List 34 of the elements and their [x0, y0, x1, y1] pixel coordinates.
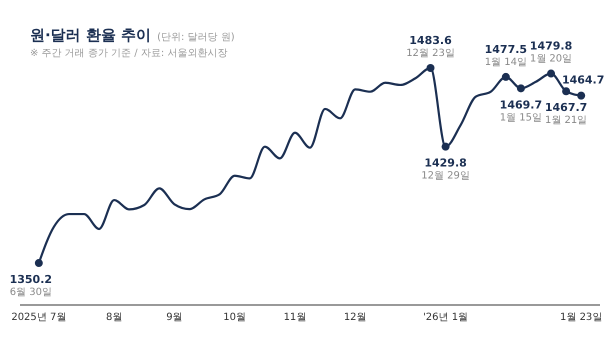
data-label: 1467.7 [544, 101, 588, 114]
chart-subtitle: (단위: 달러당 원) [157, 32, 235, 43]
point [577, 92, 586, 100]
point [442, 142, 450, 151]
data-label: 1469.7 [500, 98, 542, 112]
point [516, 84, 525, 92]
x-tick-label: 10월 [223, 312, 246, 324]
text: ※ 주간 거래 종가 기준 / 자료: 서울외환시장 [30, 47, 228, 60]
x-tick-label: 8월 [106, 312, 122, 324]
data-label: 1479.8 [530, 40, 572, 53]
annotation: 12월 23일 [406, 48, 455, 59]
annotation: 1월 21일 [544, 115, 588, 126]
x-tick-label: '26년 1월 [423, 312, 468, 324]
annotation: 1월 20일 [530, 54, 572, 65]
point [562, 87, 570, 96]
data-label: 1483.6 [409, 34, 452, 47]
x-tick-label: 9월 [166, 312, 183, 324]
point [547, 70, 556, 78]
data-label: 1350.2 [10, 273, 52, 286]
x-tick-label: 2025년 7월 [11, 312, 66, 324]
data-label: 1464.7 [562, 74, 604, 87]
annotation: 1월 14일 [484, 56, 527, 68]
x-tick-label: 11월 [284, 312, 306, 324]
point [34, 259, 43, 268]
chart-title: 원·달러 환율 추이 [30, 26, 152, 44]
point [502, 72, 510, 81]
annotation: 12월 29일 [421, 170, 470, 182]
data-label: 1429.8 [424, 156, 467, 170]
annotation: 6월 30일 [10, 287, 52, 298]
data-label: 1477.5 [484, 42, 528, 56]
annotation: 1월 15일 [500, 112, 542, 124]
x-tick-label: 12월 [344, 312, 367, 324]
x-tick-label: 1월 23일 [560, 312, 602, 324]
point [426, 64, 435, 72]
